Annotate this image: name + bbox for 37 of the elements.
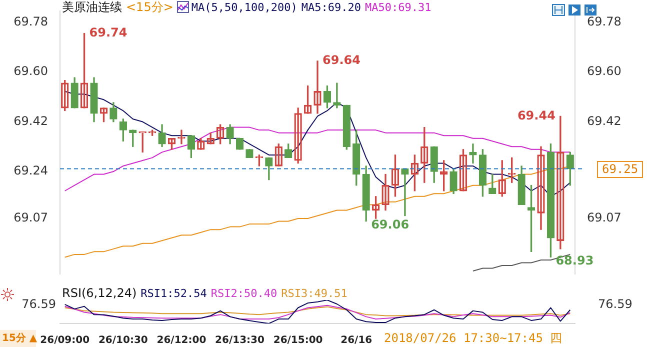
x-tick-label: 26/16 — [340, 335, 372, 346]
y-tick-label: 69.60 — [14, 64, 48, 78]
x-tick-label: 26/15:00 — [273, 335, 323, 346]
annotation: 69.74 — [89, 25, 128, 40]
series-label: RSI1:52.54 — [140, 287, 207, 300]
text: 76.59 — [20, 297, 56, 311]
chart-title: 美原油连续 — [62, 0, 122, 14]
annotation: 68.93 — [556, 253, 594, 268]
series-label: RSI2:50.40 — [210, 287, 278, 300]
annotation: 69.06 — [371, 217, 410, 232]
y2-tick-label: 69.78 — [587, 14, 622, 28]
ref-line-label: 69.25 — [597, 160, 644, 178]
x-tick-label: 26/13:30 — [215, 335, 264, 346]
y2-tick-label: 69.42 — [587, 114, 622, 128]
y-tick-label: 69.07 — [14, 210, 48, 225]
y2-tick-label: 69.07 — [587, 210, 622, 225]
chart-title: RSI(6,12,24) — [62, 286, 137, 300]
candlestick — [333, 82, 341, 108]
y2-tick-label: 69.60 — [587, 64, 622, 78]
text: 76.59 — [598, 297, 632, 311]
series-label: RSI3:49.51 — [281, 287, 348, 300]
annotation: MA(5,50,100,200) — [191, 1, 298, 14]
text: MA5:69.20 — [301, 1, 361, 14]
y-tick-label: 69.78 — [14, 14, 48, 28]
annotation: 69.64 — [322, 53, 360, 68]
text: 2018/07/26 17:30~17:45 四 — [384, 330, 562, 347]
text: 15分 ▲ — [0, 330, 38, 347]
candlestick — [469, 144, 477, 164]
x-tick-label: 26/10:30 — [98, 335, 148, 346]
annotation: 69.44 — [517, 108, 556, 122]
x-tick-label: 26/12:00 — [156, 335, 206, 346]
chart-subtitle: <15分> — [126, 0, 174, 14]
x-tick-label: 26/09:00 — [40, 335, 90, 346]
y-tick-label: 69.24 — [14, 164, 48, 178]
candlestick — [401, 168, 409, 216]
y-tick-label: 69.42 — [14, 114, 48, 128]
text: MA50:69.31 — [364, 1, 432, 14]
